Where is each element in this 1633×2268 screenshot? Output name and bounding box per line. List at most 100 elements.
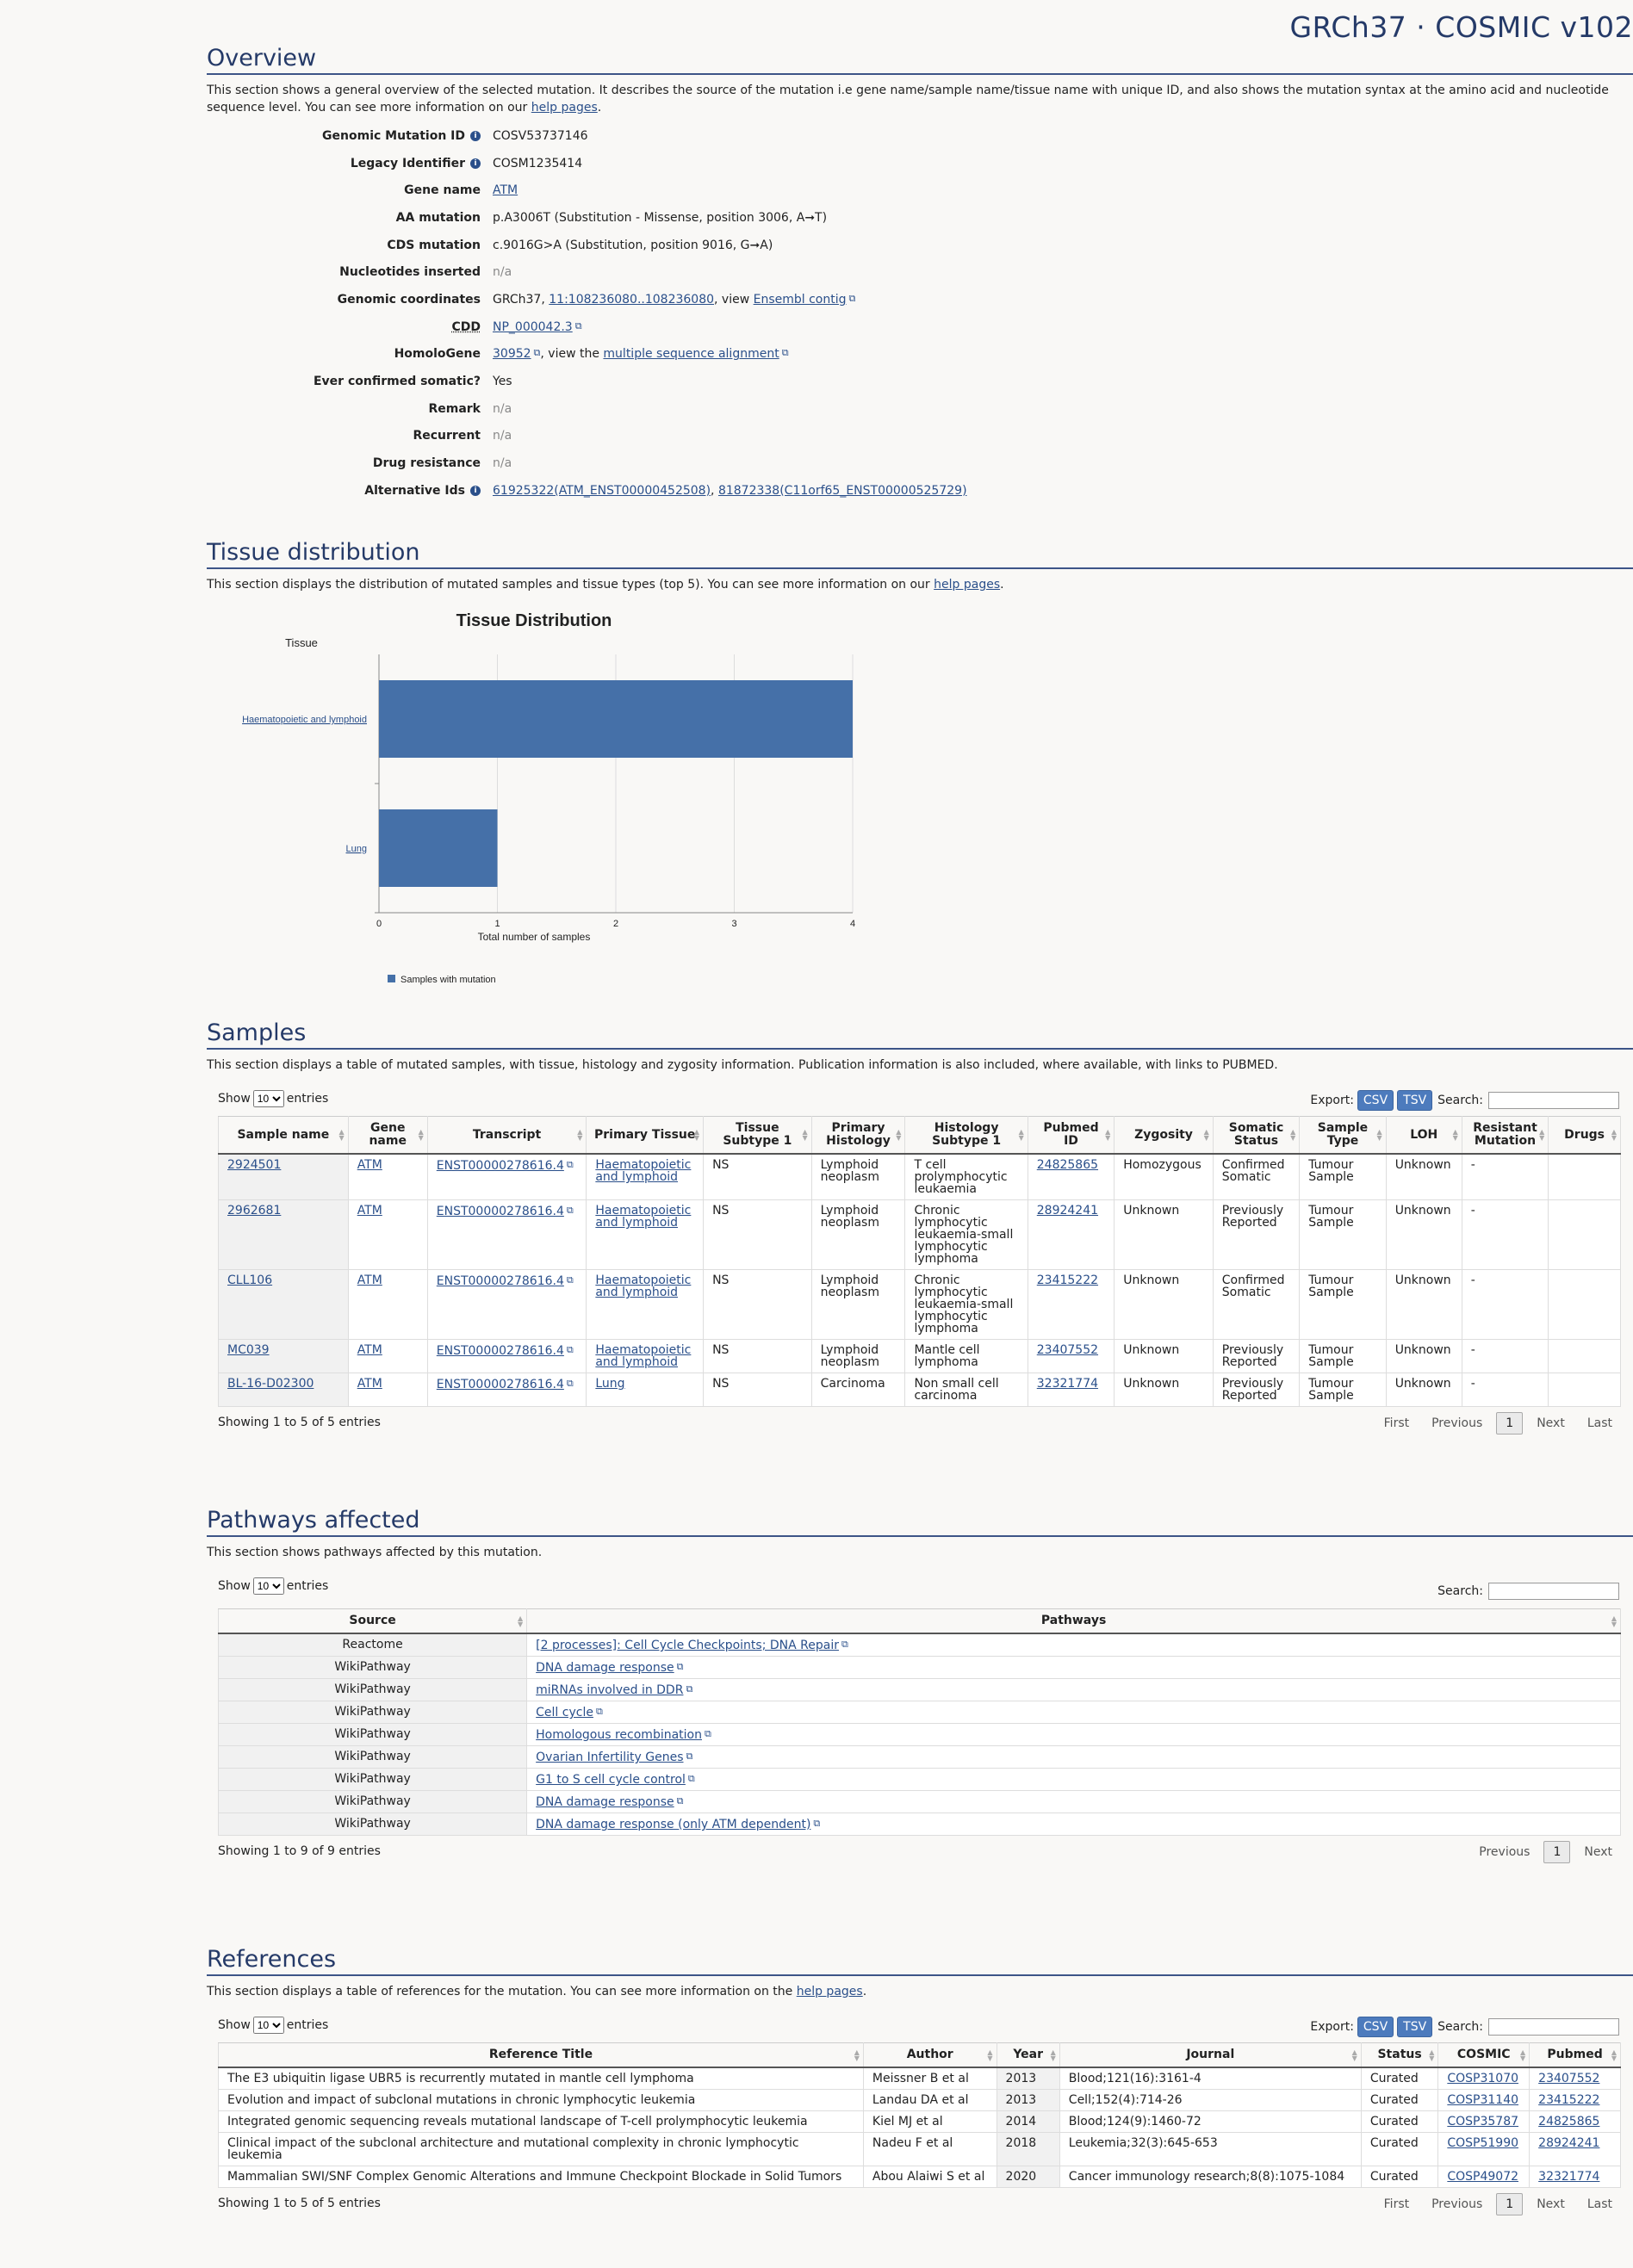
references-search-input[interactable] (1488, 2018, 1619, 2036)
column-header[interactable]: Drugs ▲ ▼ (1548, 1116, 1621, 1155)
next-page-button[interactable]: Next (1537, 2197, 1565, 2211)
cosmic-link[interactable]: COSP31140 (1447, 2093, 1519, 2107)
csv-export-button[interactable]: CSV (1357, 2017, 1394, 2037)
column-header[interactable]: Sample name ▲ ▼ (218, 1116, 349, 1155)
transcript-link[interactable]: ENST00000278616.4 (436, 1205, 564, 1218)
info-icon[interactable]: i (470, 485, 481, 496)
column-header[interactable]: Status ▲ ▼ (1361, 2042, 1439, 2068)
pubmed-link[interactable]: 23407552 (1036, 1343, 1099, 1357)
pubmed-link[interactable]: 24825865 (1036, 1158, 1099, 1172)
pubmed-link[interactable]: 28924241 (1538, 2136, 1600, 2150)
bar-lung[interactable] (379, 809, 498, 887)
pathway-link[interactable]: G1 to S cell cycle control (536, 1773, 686, 1787)
alternative-id-link[interactable]: 61925322(ATM_ENST00000452508) (493, 483, 711, 498)
entries-select[interactable]: 10 (252, 1090, 284, 1107)
coordinates-link[interactable]: 11:108236080..108236080 (549, 292, 715, 307)
pathway-link[interactable]: DNA damage response (536, 1795, 674, 1809)
sample-link[interactable]: CLL106 (227, 1273, 273, 1287)
pathway-link[interactable]: DNA damage response (536, 1661, 674, 1675)
column-header[interactable]: Author ▲ ▼ (863, 2042, 997, 2068)
cosmic-link[interactable]: COSP49072 (1447, 2170, 1519, 2184)
tsv-export-button[interactable]: TSV (1397, 2017, 1433, 2037)
info-icon[interactable]: i (470, 158, 481, 169)
first-page-button[interactable]: First (1383, 1416, 1410, 1430)
pathway-link[interactable]: miRNAs involved in DDR (536, 1683, 684, 1697)
cosmic-link[interactable]: COSP31070 (1447, 2072, 1519, 2085)
gene-link[interactable]: ATM (357, 1158, 382, 1172)
category-link[interactable]: Lung (346, 844, 367, 854)
sample-link[interactable]: BL-16-D02300 (227, 1377, 314, 1391)
page-1-button[interactable]: 1 (1496, 2193, 1524, 2215)
next-page-button[interactable]: Next (1584, 1845, 1612, 1859)
column-header[interactable]: Primary Tissue ▲ ▼ (586, 1116, 705, 1155)
gene-link[interactable]: ATM (357, 1273, 382, 1287)
pathway-link[interactable]: Cell cycle (536, 1706, 593, 1720)
last-page-button[interactable]: Last (1586, 2197, 1612, 2211)
pathway-link[interactable]: DNA damage response (only ATM dependent) (536, 1818, 811, 1831)
gene-link[interactable]: ATM (357, 1204, 382, 1218)
pubmed-link[interactable]: 24825865 (1538, 2115, 1600, 2129)
tissue-link[interactable]: Haematopoietic and lymphoid (595, 1343, 692, 1369)
column-header[interactable]: Sample Type ▲ ▼ (1299, 1116, 1387, 1155)
tissue-link[interactable]: Haematopoietic and lymphoid (595, 1273, 692, 1299)
column-header[interactable]: COSMIC ▲ ▼ (1437, 2042, 1531, 2068)
pathway-link[interactable]: Homologous recombination (536, 1728, 702, 1742)
page-1-button[interactable]: 1 (1496, 1412, 1524, 1435)
homologene-link[interactable]: 30952 (493, 347, 531, 362)
bar-haematopoietic-and-lymphoid[interactable] (379, 680, 853, 758)
sequence-alignment-link[interactable]: multiple sequence alignment (603, 347, 779, 362)
column-header[interactable]: Tissue Subtype 1 ▲ ▼ (703, 1116, 812, 1155)
column-header[interactable]: Resistant Mutation ▲ ▼ (1462, 1116, 1549, 1155)
transcript-link[interactable]: ENST00000278616.4 (436, 1378, 564, 1391)
previous-page-button[interactable]: Previous (1431, 2197, 1483, 2211)
previous-page-button[interactable]: Previous (1431, 1416, 1483, 1430)
page-1-button[interactable]: 1 (1543, 1841, 1571, 1863)
transcript-link[interactable]: ENST00000278616.4 (436, 1274, 564, 1288)
sample-link[interactable]: 2962681 (227, 1204, 282, 1218)
last-page-button[interactable]: Last (1586, 1416, 1612, 1430)
column-header[interactable]: Journal ▲ ▼ (1059, 2042, 1362, 2068)
tissue-link[interactable]: Haematopoietic and lymphoid (595, 1204, 692, 1230)
references-help-link[interactable]: help pages (796, 1985, 863, 1998)
cosmic-link[interactable]: COSP51990 (1447, 2136, 1519, 2150)
category-link[interactable]: Haematopoietic and lymphoid (242, 715, 367, 725)
overview-help-link[interactable]: help pages (531, 101, 598, 115)
column-header[interactable]: Primary Histology ▲ ▼ (811, 1116, 906, 1155)
sample-link[interactable]: 2924501 (227, 1158, 282, 1172)
pubmed-link[interactable]: 32321774 (1538, 2170, 1600, 2184)
next-page-button[interactable]: Next (1537, 1416, 1565, 1430)
cdd-link[interactable]: NP_000042.3 (493, 319, 573, 334)
cosmic-link[interactable]: COSP35787 (1447, 2115, 1519, 2129)
tissue-link[interactable]: Haematopoietic and lymphoid (595, 1158, 692, 1184)
sample-link[interactable]: MC039 (227, 1343, 270, 1357)
column-header[interactable]: Somatic Status ▲ ▼ (1213, 1116, 1301, 1155)
column-header[interactable]: Year ▲ ▼ (997, 2042, 1060, 2068)
transcript-link[interactable]: ENST00000278616.4 (436, 1159, 564, 1173)
tissue-help-link[interactable]: help pages (934, 578, 1001, 592)
column-header[interactable]: Pubmed ▲ ▼ (1529, 2042, 1621, 2068)
entries-select[interactable]: 10 (252, 2017, 284, 2034)
column-header[interactable]: Zygosity ▲ ▼ (1114, 1116, 1214, 1155)
gene-link[interactable]: ATM (357, 1377, 382, 1391)
pathway-link[interactable]: Ovarian Infertility Genes (536, 1751, 684, 1764)
column-header[interactable]: Pubmed ID ▲ ▼ (1028, 1116, 1115, 1155)
pubmed-link[interactable]: 23407552 (1538, 2072, 1600, 2085)
pubmed-link[interactable]: 28924241 (1036, 1204, 1099, 1218)
column-header[interactable]: Gene name ▲ ▼ (348, 1116, 428, 1155)
pubmed-link[interactable]: 32321774 (1036, 1377, 1099, 1391)
entries-select[interactable]: 10 (252, 1577, 284, 1595)
previous-page-button[interactable]: Previous (1479, 1845, 1531, 1859)
pubmed-link[interactable]: 23415222 (1538, 2093, 1600, 2107)
transcript-link[interactable]: ENST00000278616.4 (436, 1344, 564, 1358)
tsv-export-button[interactable]: TSV (1397, 1090, 1433, 1111)
column-header[interactable]: LOH ▲ ▼ (1386, 1116, 1462, 1155)
column-header[interactable]: Transcript ▲ ▼ (427, 1116, 587, 1155)
column-header[interactable]: Histology Subtype 1 ▲ ▼ (904, 1116, 1028, 1155)
column-header[interactable]: Source ▲ ▼ (217, 1608, 528, 1634)
info-icon[interactable]: i (470, 130, 481, 141)
pathways-search-input[interactable] (1488, 1583, 1619, 1600)
gene-name-link[interactable]: ATM (493, 183, 518, 198)
pubmed-link[interactable]: 23415222 (1036, 1273, 1099, 1287)
first-page-button[interactable]: First (1383, 2197, 1410, 2211)
ensembl-contig-link[interactable]: Ensembl contig (753, 292, 847, 307)
